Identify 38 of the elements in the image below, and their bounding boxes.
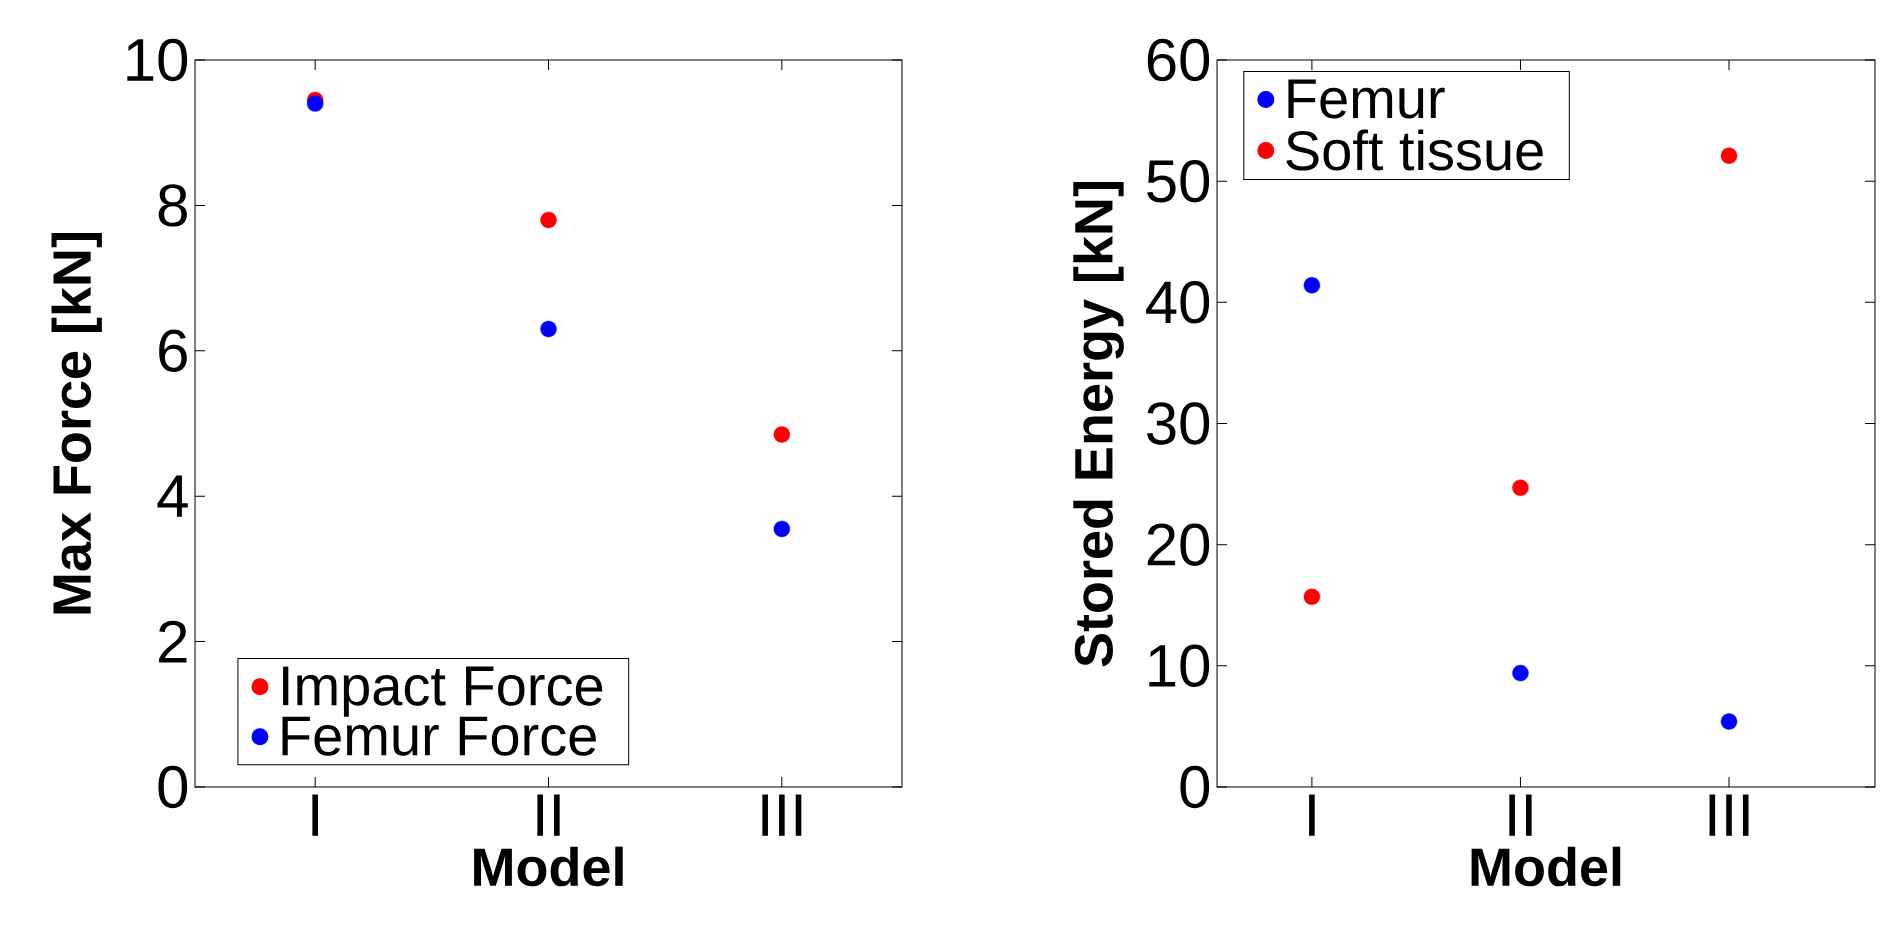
point xyxy=(1512,664,1529,682)
x-tick-label: II xyxy=(537,794,560,836)
point xyxy=(1303,588,1321,605)
x-tick-label: III xyxy=(1709,794,1749,836)
y-tick-label: 10 xyxy=(127,38,188,82)
y-tick-label: 20 xyxy=(1147,523,1210,566)
x-axis-title: Model xyxy=(474,846,623,887)
point xyxy=(1720,713,1738,730)
point xyxy=(1720,147,1738,164)
point xyxy=(773,520,791,538)
y-tick-label: 0 xyxy=(158,765,188,809)
y-axis-title: Max Force [kN] xyxy=(51,233,102,614)
point xyxy=(1303,277,1321,294)
y-tick-label: 30 xyxy=(1147,402,1210,445)
point xyxy=(540,211,557,229)
point xyxy=(1512,479,1529,496)
legend-label: Femur Force xyxy=(282,716,596,756)
point xyxy=(773,426,791,443)
y-tick-label: 10 xyxy=(1149,644,1210,688)
x-tick-label: I xyxy=(312,794,318,836)
y-tick-label: 8 xyxy=(158,184,187,227)
x-tick-label: I xyxy=(1309,794,1315,836)
y-tick-label: 50 xyxy=(1147,159,1210,203)
point xyxy=(540,320,557,338)
point xyxy=(306,95,324,112)
legend-label: Impact Force xyxy=(283,666,603,717)
x-axis-title: Model xyxy=(1471,846,1621,887)
y-tick-label: 2 xyxy=(159,620,187,663)
y-tick-label: 40 xyxy=(1146,281,1210,324)
y-tick-label: 60 xyxy=(1147,38,1210,82)
x-tick-label: III xyxy=(762,794,802,836)
y-tick-label: 6 xyxy=(159,329,187,373)
y-axis-title: Stored Energy [kN] xyxy=(1073,182,1124,667)
y-tick-label: 4 xyxy=(157,475,188,517)
y-tick-label: 0 xyxy=(1180,765,1210,809)
legend-label: Soft tissue xyxy=(1286,129,1543,171)
legend-label: Femur xyxy=(1288,79,1445,119)
x-tick-label: II xyxy=(1509,794,1532,836)
